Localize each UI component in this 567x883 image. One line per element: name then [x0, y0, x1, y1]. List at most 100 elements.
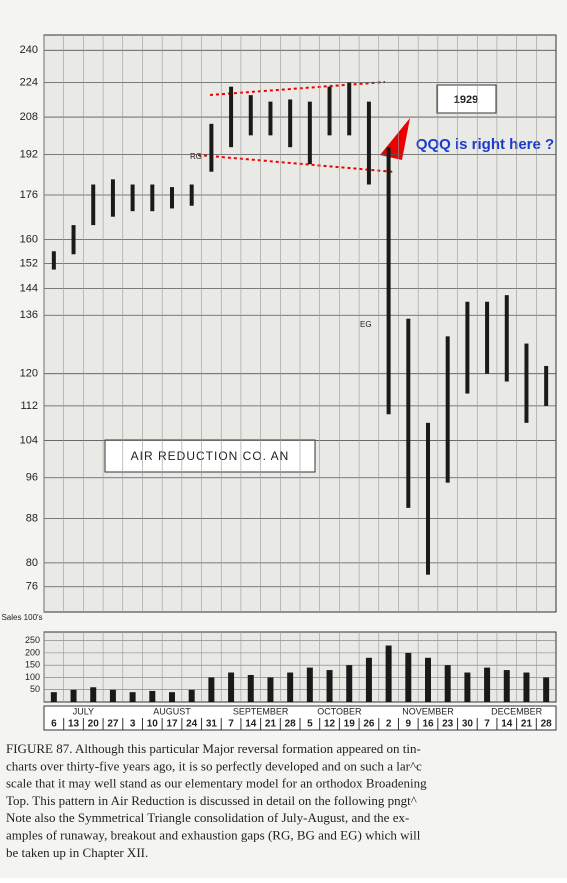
- y-tick-label: 160: [20, 233, 38, 245]
- price-range: [288, 99, 293, 148]
- volume-tick-label: 250: [25, 635, 40, 645]
- y-tick-label: 112: [20, 400, 38, 412]
- volume-bar: [365, 657, 372, 702]
- volume-bar: [444, 665, 451, 702]
- y-tick-label: 136: [20, 309, 38, 321]
- volume-tick-label: 200: [25, 647, 40, 657]
- x-tick-label: 12: [324, 719, 336, 730]
- caption-line: FIGURE 87. Although this particular Majo…: [6, 741, 421, 756]
- volume-tick-label: 100: [25, 672, 40, 682]
- price-range: [110, 179, 115, 217]
- caption-line: Note also the Symmetrical Triangle conso…: [6, 810, 409, 825]
- caption-line: Top. This pattern in Air Reduction is di…: [6, 793, 417, 808]
- upper-trendline: [209, 81, 386, 96]
- volume-bar: [70, 689, 77, 702]
- y-tick-label: 80: [26, 557, 38, 569]
- price-range: [307, 101, 312, 165]
- gap-label: RG: [190, 152, 202, 161]
- month-label: SEPTEMBER: [233, 706, 289, 716]
- volume-bar: [425, 657, 431, 702]
- month-label: AUGUST: [153, 706, 191, 716]
- volume-bar: [149, 690, 156, 702]
- volume-bar: [169, 692, 175, 702]
- volume-bar: [267, 677, 274, 702]
- y-tick-label: 76: [26, 581, 38, 593]
- note: QQQ is right here ?: [416, 136, 554, 153]
- stock-label: AIR REDUCTION CO. AN: [131, 449, 290, 463]
- price-range: [170, 187, 174, 209]
- volume-bar: [405, 652, 412, 702]
- gap-label: EG: [360, 320, 372, 329]
- price-range: [524, 343, 529, 423]
- volume-bar: [326, 670, 333, 702]
- x-tick-label: 23: [442, 719, 454, 730]
- month-label: NOVEMBER: [402, 706, 454, 716]
- price-range: [130, 184, 135, 212]
- x-tick-label: 24: [186, 719, 198, 730]
- x-tick-label: 28: [541, 719, 553, 730]
- volume-bar: [385, 645, 392, 702]
- volume-bar: [50, 692, 57, 702]
- price-range: [386, 147, 391, 415]
- price-range: [347, 82, 352, 136]
- caption-line: amples of runaway, breakout and exhausti…: [6, 827, 421, 842]
- volume-bar: [464, 672, 471, 702]
- x-tick-label: 17: [166, 719, 178, 730]
- x-tick-label: 16: [422, 719, 434, 730]
- stock-box: [104, 439, 316, 473]
- x-tick-label: 26: [363, 719, 375, 730]
- price-range: [426, 422, 430, 575]
- price-range: [209, 123, 214, 172]
- y-tick-label: 192: [20, 148, 38, 160]
- volume-tick-label: 50: [30, 684, 40, 694]
- volume-bar: [247, 674, 254, 702]
- price-range: [268, 101, 273, 136]
- volume-bar: [228, 672, 235, 702]
- y-tick-label: 88: [26, 512, 38, 524]
- price-range: [465, 301, 470, 394]
- x-tick-label: 9: [406, 719, 412, 730]
- price-range: [229, 86, 234, 148]
- y-tick-label: 144: [20, 283, 38, 295]
- volume-bar: [484, 667, 491, 702]
- y-tick-label: 240: [20, 44, 38, 56]
- x-tick-label: 21: [265, 719, 277, 730]
- x-tick-label: 28: [285, 719, 297, 730]
- price-range: [445, 336, 450, 483]
- y-tick-label: 176: [20, 189, 38, 201]
- month-label: JULY: [73, 706, 94, 716]
- volume-label: Sales 100's: [1, 613, 42, 622]
- volume-bar: [208, 677, 215, 702]
- x-tick-label: 20: [88, 719, 100, 730]
- x-tick-label: 21: [521, 719, 533, 730]
- volume-bar: [306, 667, 313, 702]
- y-tick-label: 152: [20, 257, 38, 269]
- x-tick-label: 19: [344, 719, 356, 730]
- y-tick-label: 208: [20, 111, 38, 123]
- volume-bar: [90, 687, 97, 702]
- month-label: DECEMBER: [491, 706, 543, 716]
- price-range: [189, 184, 194, 206]
- x-tick-label: 3: [130, 719, 136, 730]
- y-tick-label: 96: [26, 472, 38, 484]
- x-tick-label: 10: [147, 719, 159, 730]
- price-range: [327, 86, 332, 136]
- volume-bar: [109, 689, 116, 702]
- x-tick-label: 30: [462, 719, 474, 730]
- year-label: 1929: [454, 94, 478, 106]
- volume-bar: [543, 677, 550, 702]
- price-range: [150, 184, 155, 212]
- x-tick-label: 2: [386, 719, 392, 730]
- volume-bar: [188, 689, 195, 702]
- caption-line: scale that it may well stand as our elem…: [6, 776, 427, 791]
- volume-bar: [346, 665, 353, 702]
- volume-bar: [503, 670, 510, 702]
- x-tick-label: 6: [51, 719, 57, 730]
- x-tick-label: 7: [228, 719, 234, 730]
- year-box: [436, 84, 497, 114]
- price-range: [544, 365, 549, 406]
- price-range: [406, 318, 411, 508]
- x-tick-label: 14: [501, 719, 513, 730]
